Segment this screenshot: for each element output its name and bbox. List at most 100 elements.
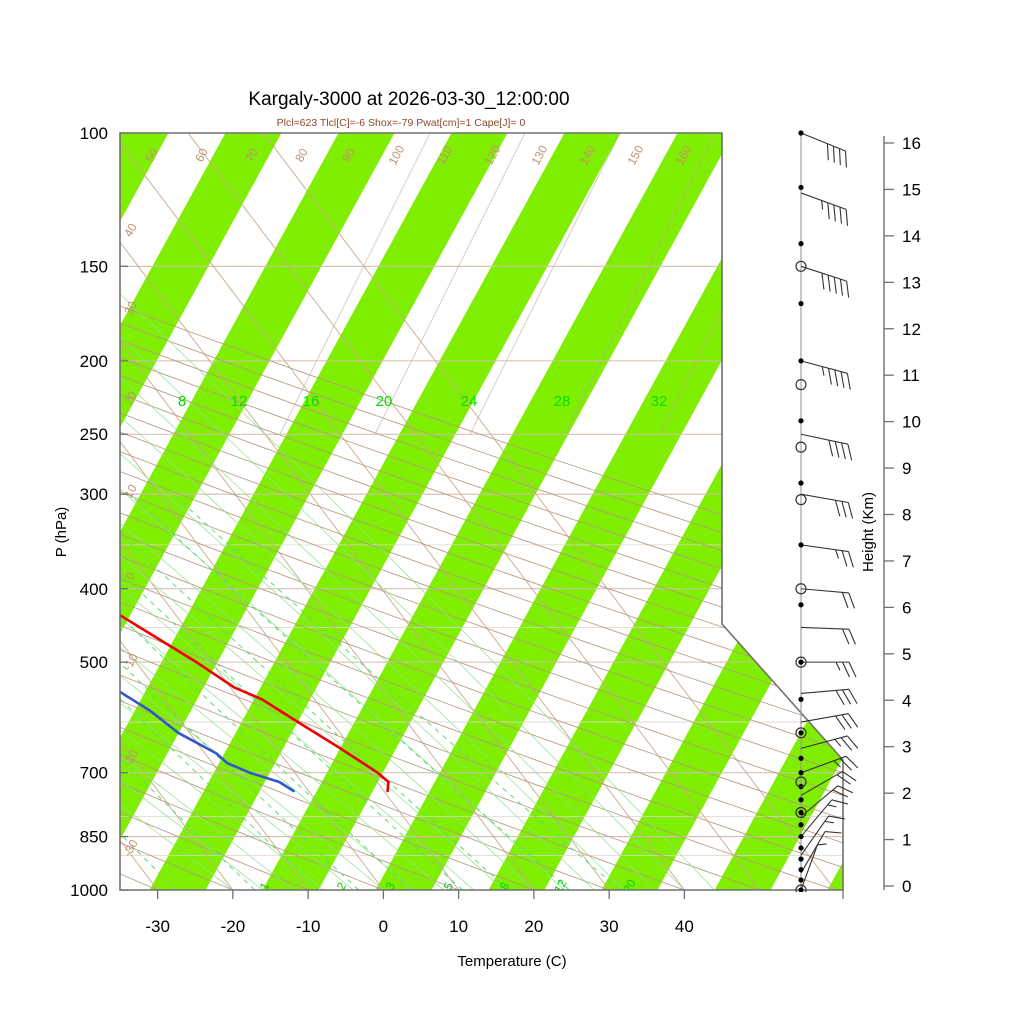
page-title: Kargaly-3000 at 2026-03-30_12:00:00 [248, 89, 569, 110]
wind-level-ring [795, 260, 807, 272]
wind-barb-panel [795, 130, 858, 892]
height-tick-label: 1 [902, 831, 911, 850]
temperature-tick-label: 0 [379, 917, 388, 936]
theta-label-top: 80 [292, 146, 311, 165]
wind-level-dot [798, 887, 804, 892]
wind-level-dot [798, 770, 804, 776]
pressure-tick-label: 400 [80, 580, 108, 599]
wind-level-dot [798, 241, 804, 247]
pressure-tick-label: 150 [80, 257, 108, 276]
temperature-tick-label: 10 [449, 917, 468, 936]
temperature-tick-label: -10 [296, 917, 321, 936]
temperature-tick-label: 20 [524, 917, 543, 936]
wind-level-dot [798, 822, 804, 828]
wind-level-ring [795, 656, 807, 668]
mixing-ratio-lines [120, 493, 621, 890]
height-tick-label: 10 [902, 413, 921, 432]
pressure-tick-label: 100 [80, 124, 108, 143]
theta-label-top: 60 [192, 146, 211, 165]
pressure-tick-label: 250 [80, 425, 108, 444]
temperature-trace [120, 157, 390, 793]
wind-level-ring [795, 776, 807, 788]
height-axis-title: Height (Km) [860, 492, 877, 572]
temperature-axis-title: Temperature (C) [457, 953, 566, 970]
mixing-ratio-label-lower: 3 [383, 880, 399, 893]
pressure-tick-label: 700 [80, 764, 108, 783]
mixing-ratio-label-upper: 32 [651, 393, 668, 410]
pressure-tick-label: 300 [80, 485, 108, 504]
height-tick-label: 7 [902, 552, 911, 571]
wind-level-ring [795, 494, 807, 506]
mixing-ratio-label-lower: 1 [257, 880, 273, 893]
wind-level-dot [798, 184, 804, 191]
wind-level-dot [798, 418, 804, 424]
wind-level-dot [798, 845, 804, 851]
wind-level-dot [798, 833, 804, 840]
height-tick-label: 0 [902, 877, 911, 896]
wind-level-markers [795, 130, 807, 892]
wind-level-dot [798, 797, 804, 803]
theta-label-top: 70 [242, 146, 261, 165]
mixing-ratio-label-lower: 8 [497, 880, 513, 893]
wind-level-dot [798, 730, 804, 736]
height-tick-label: 3 [902, 738, 911, 757]
wind-barbs [800, 132, 858, 891]
height-tick-label: 12 [902, 320, 921, 339]
mixing-ratio-label-lower: 2 [334, 880, 350, 893]
dewpoint-trace [120, 169, 295, 793]
mixing-ratio-label-upper: 8 [178, 393, 186, 410]
wind-level-dot [798, 358, 804, 364]
theta-label-top: 50 [142, 146, 161, 165]
wind-level-dot [798, 542, 804, 548]
pressure-tick-label: 1000 [70, 881, 108, 900]
temperature-tick-label: 30 [600, 917, 619, 936]
pressure-tick-label: 200 [80, 352, 108, 371]
wind-level-dot [798, 856, 804, 862]
wind-level-dot [798, 809, 804, 816]
mixing-ratio-label-upper: 28 [554, 393, 571, 410]
height-tick-label: 6 [902, 598, 911, 617]
wind-level-dot [798, 130, 804, 136]
wind-level-ring [795, 806, 807, 819]
wind-level-ring [795, 884, 807, 892]
height-tick-label: 11 [902, 366, 920, 385]
wind-level-dot [798, 877, 804, 883]
wind-level-ring [795, 441, 807, 453]
height-tick-label: 13 [902, 273, 921, 292]
mixing-ratio-label-upper: 20 [376, 393, 393, 410]
height-tick-label: 2 [902, 784, 911, 803]
mixing-ratio-label-upper: 16 [303, 393, 320, 410]
temp-label-left: 20 [121, 389, 140, 408]
pressure-axis: 100 150 200 250 300 400 500 700 850 1000 [70, 124, 128, 900]
pressure-axis-title: P (hPa) [53, 507, 70, 558]
wind-level-dot [798, 300, 804, 307]
temperature-tick-label: -30 [145, 917, 170, 936]
wind-level-ring [795, 583, 807, 595]
wind-level-ring [795, 727, 807, 739]
wind-level-dot [798, 696, 804, 702]
temperature-tick-label: -20 [221, 917, 246, 936]
wind-level-dot [798, 480, 804, 486]
temperature-tick-label: 40 [675, 917, 694, 936]
indices-subtitle: Plcl=623 Tlcl[C]=-6 Shox=-79 Pwat[cm]=1 … [277, 117, 526, 129]
sounding-traces [120, 157, 390, 793]
wind-level-dot [798, 755, 804, 761]
wind-level-dot [798, 602, 804, 608]
wind-level-ring [795, 379, 807, 391]
height-tick-label: 4 [902, 691, 911, 710]
temp-label-left: 10 [121, 482, 140, 501]
theta-label-top: 90 [339, 146, 358, 165]
temp-label-left: 30 [121, 299, 140, 318]
height-tick-label: 5 [902, 645, 911, 664]
height-tick-label: 14 [902, 227, 921, 246]
height-tick-label: 9 [902, 459, 911, 478]
pressure-tick-label: 500 [80, 653, 108, 672]
wind-level-dot [798, 659, 804, 665]
height-tick-label: 16 [902, 134, 921, 153]
temperature-axis: -30 -20 -10 0 10 20 30 40 [145, 890, 844, 936]
mixing-ratio-label-upper: 24 [461, 393, 478, 410]
mixing-ratio-label-lower: 5 [441, 880, 457, 893]
